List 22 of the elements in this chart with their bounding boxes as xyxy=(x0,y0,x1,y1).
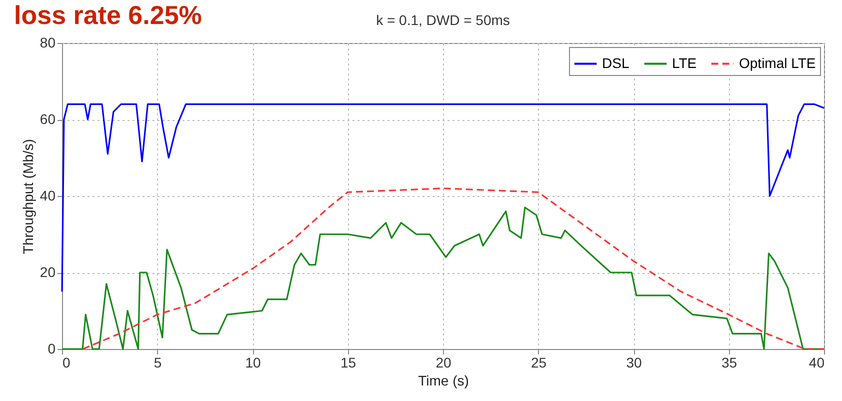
line-series xyxy=(61,103,825,292)
text: loss rate 6.25% xyxy=(14,0,202,31)
x-tick-label: 5 xyxy=(154,354,162,370)
y-axis-title: Throughput (Mb/s) xyxy=(20,138,36,254)
x-tick-label: 20 xyxy=(436,354,452,370)
x-tick-label: 30 xyxy=(626,354,642,370)
legend-label: Optimal LTE xyxy=(739,54,816,71)
y-tick-label: 80 xyxy=(40,34,56,50)
y-tick-label: 20 xyxy=(40,264,56,280)
x-tick-label: 25 xyxy=(530,354,547,370)
y-tick-label: 0 xyxy=(48,340,56,356)
y-tick-label: 40 xyxy=(40,188,56,204)
x-tick-label: 0 xyxy=(62,354,70,370)
x-tick-label: 15 xyxy=(340,354,356,370)
legend-label: DSL xyxy=(602,54,630,71)
legend-label: LTE xyxy=(672,54,697,71)
chart-title: k = 0.1, DWD = 50ms xyxy=(376,12,510,28)
x-axis-title: Time (s) xyxy=(418,372,469,388)
x-tick-label: 10 xyxy=(245,354,261,370)
x-tick-label: 40 xyxy=(808,354,825,370)
y-tick-label: 60 xyxy=(40,111,56,127)
x-tick-label: 35 xyxy=(721,354,738,370)
